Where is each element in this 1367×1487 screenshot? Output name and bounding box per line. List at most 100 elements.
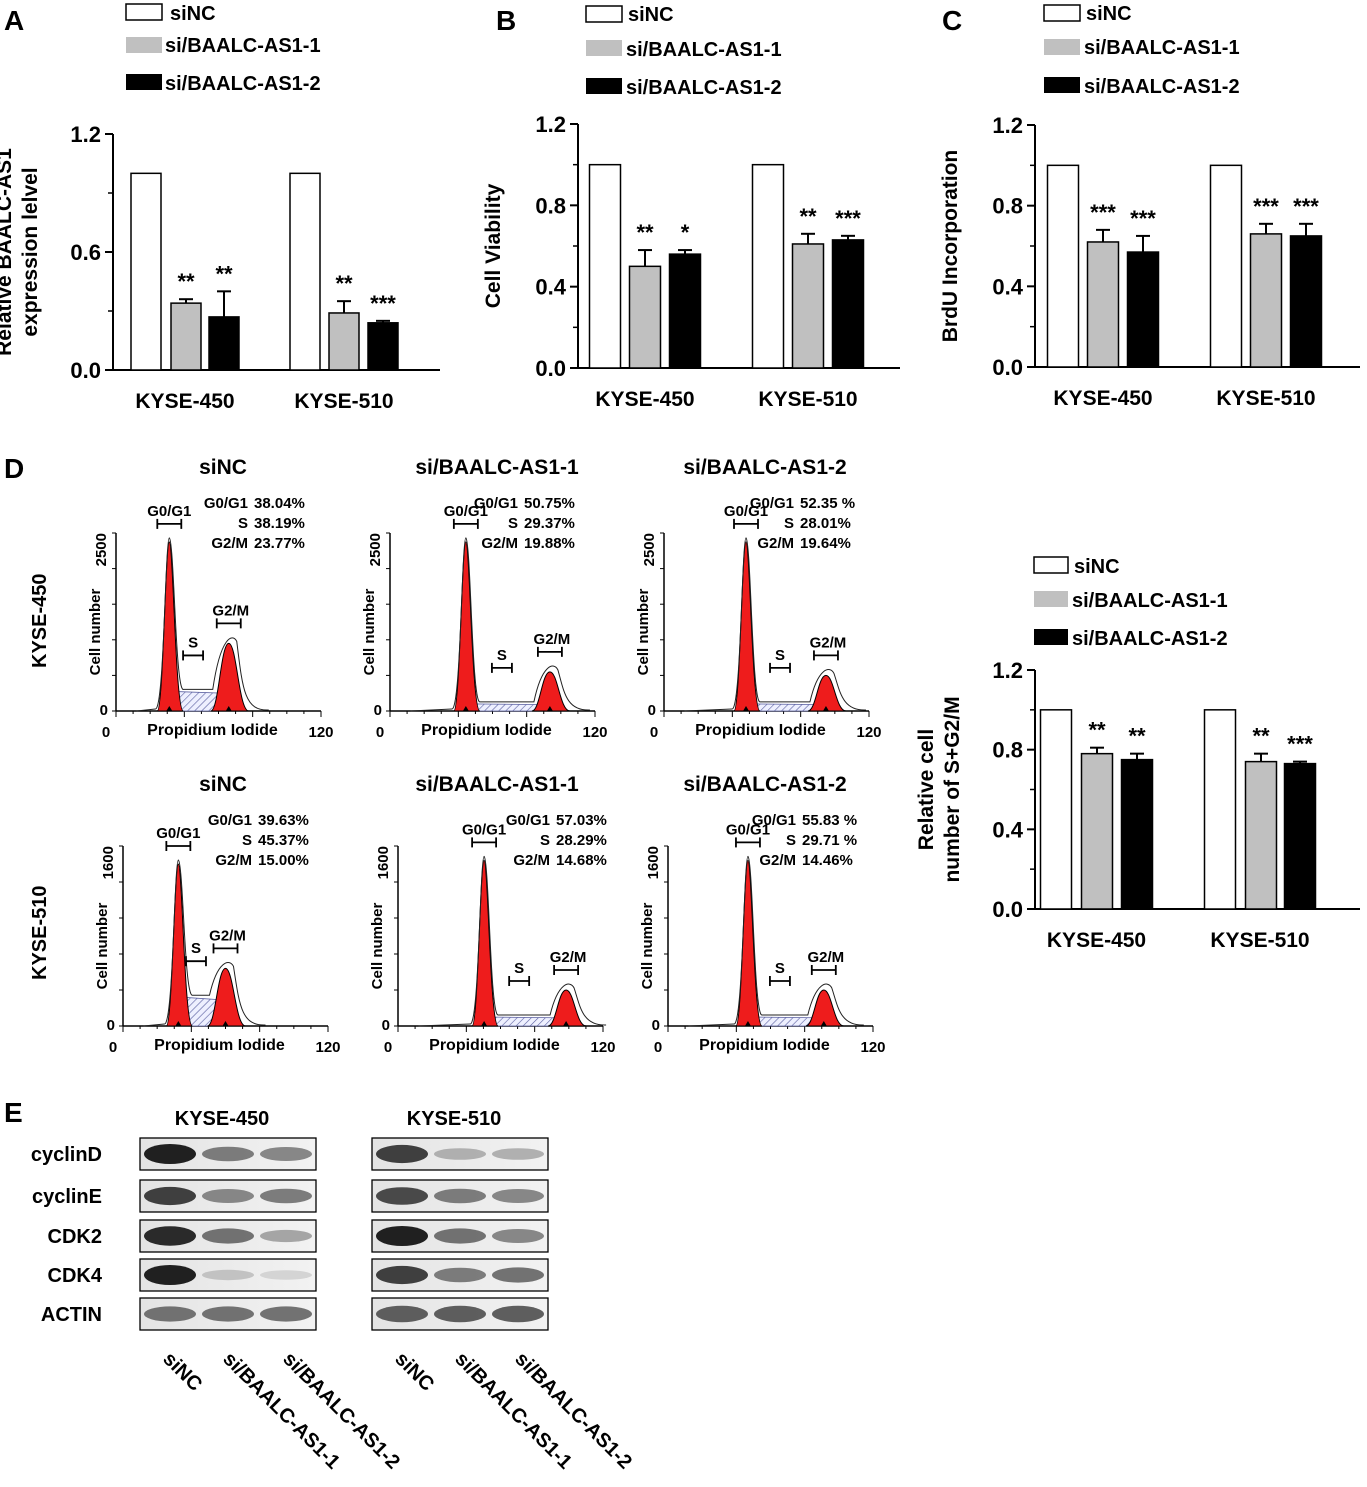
- stat-value: 52.35 %: [800, 495, 855, 512]
- significance-label: ***: [1287, 732, 1313, 757]
- significance-label: **: [335, 271, 353, 296]
- blot-band: [376, 1305, 428, 1323]
- stat-label: G0/G1: [204, 495, 248, 512]
- blot-band: [202, 1306, 254, 1322]
- blot-group-label: KYSE-450: [175, 1108, 270, 1130]
- g0g1-gate-label: G0/G1: [444, 503, 488, 520]
- legend-swatch-si1: [586, 40, 622, 56]
- legend-label-si2: si/BAALC-AS1-2: [1072, 628, 1228, 650]
- y-tick-label: 0.4: [992, 274, 1023, 299]
- histogram-outline: [143, 859, 266, 1027]
- peak-marker: [175, 1021, 182, 1026]
- g0g1-peak: [156, 541, 184, 712]
- bar: [1283, 762, 1317, 910]
- bar: [130, 172, 162, 371]
- y-axis-label: Cell number: [94, 902, 111, 989]
- y-tick-label: 0: [382, 1017, 390, 1034]
- x-tick-label: KYSE-510: [1210, 929, 1309, 952]
- x-tick-label: 0: [376, 724, 384, 741]
- x-tick-label: 120: [315, 1039, 340, 1056]
- flow-title: si/BAALC-AS1-2: [683, 773, 846, 796]
- g0g1-gate-label: G0/G1: [147, 503, 191, 520]
- bar: [628, 265, 662, 369]
- y-axis-label: Cell number: [87, 588, 104, 675]
- blot-band: [260, 1306, 312, 1322]
- x-tick-label: 0: [650, 724, 658, 741]
- bar: [289, 172, 321, 371]
- stat-value: 29.71 %: [802, 832, 857, 849]
- stat-label: S: [786, 832, 796, 849]
- blot-band: [144, 1186, 196, 1206]
- lane-label: siNC: [390, 1348, 438, 1396]
- x-tick-label: KYSE-450: [1053, 387, 1152, 410]
- row-label-kyse450: KYSE-450: [29, 574, 51, 669]
- stat-label: G2/M: [759, 852, 796, 869]
- blot-band: [260, 1147, 312, 1161]
- stat-value: 14.68%: [556, 852, 607, 869]
- blot-band: [144, 1144, 196, 1164]
- stat-label: S: [242, 832, 252, 849]
- protein-label: cyclinD: [31, 1144, 102, 1166]
- bar: [791, 243, 825, 369]
- x-tick-label: KYSE-450: [1047, 929, 1146, 952]
- stat-value: 28.01%: [800, 515, 851, 532]
- y-max-label: 1600: [645, 846, 662, 879]
- row-label-kyse510: KYSE-510: [29, 886, 51, 981]
- y-tick-label: 0: [100, 702, 108, 719]
- blot-band: [492, 1148, 544, 1160]
- stat-label: G2/M: [211, 535, 248, 552]
- legend-swatch-sinc: [1043, 4, 1081, 22]
- histogram-outline: [418, 855, 607, 1027]
- x-tick-label: 0: [109, 1039, 117, 1056]
- g2m-peak: [547, 989, 587, 1027]
- blot-band: [434, 1228, 486, 1244]
- legend-swatch-sinc: [125, 3, 163, 21]
- blot-band: [144, 1226, 196, 1246]
- flow-histogram: si/BAALC-AS1-2 G0/G1 55.83 % S 29.71 % G2/M 14…: [639, 773, 886, 1056]
- y-axis-label: Cell Viability: [482, 183, 505, 308]
- g2m-peak: [805, 989, 844, 1027]
- y-axis-label: number of S+G2/M: [941, 696, 964, 882]
- blot-band: [202, 1228, 254, 1244]
- panel-letter-d: D: [4, 453, 24, 484]
- significance-label: ***: [835, 206, 861, 231]
- legend-b: siNC si/BAALC-AS1-1 si/BAALC-AS1-2: [585, 4, 782, 99]
- x-axis-label: Propidium Iodide: [695, 722, 826, 739]
- significance-label: ***: [370, 291, 396, 316]
- significance-label: **: [215, 261, 233, 286]
- g0g1-gate-label: G0/G1: [724, 503, 768, 520]
- significance-label: ***: [1090, 200, 1116, 225]
- flow-title: siNC: [199, 456, 247, 479]
- x-tick-label: 120: [308, 724, 333, 741]
- legend-swatch-sinc: [1033, 556, 1069, 574]
- blot-band: [376, 1265, 428, 1285]
- y-tick-label: 0: [648, 702, 656, 719]
- y-axis-label: BrdU Incorporation: [939, 150, 962, 343]
- stat-label: S: [784, 515, 794, 532]
- histogram-outline: [136, 537, 269, 712]
- blot-band: [376, 1226, 428, 1246]
- stat-value: 45.37%: [258, 832, 309, 849]
- x-tick-label: KYSE-450: [135, 390, 234, 413]
- blot-band: [434, 1188, 486, 1204]
- x-tick-label: 120: [856, 724, 881, 741]
- y-tick-label: 0: [374, 702, 382, 719]
- s-gate-label: S: [191, 940, 201, 957]
- bar: [588, 163, 622, 369]
- flow-histogram: siNC G0/G1 38.04% S 38.19% G2/M 23.77% 0 120 0 250…: [87, 456, 334, 741]
- g2m-gate-label: G2/M: [550, 949, 587, 966]
- legend-d: siNC si/BAALC-AS1-1 si/BAALC-AS1-2: [1033, 556, 1228, 650]
- peak-marker: [225, 706, 232, 711]
- bar: [1289, 235, 1323, 368]
- legend-swatch-si2: [1044, 77, 1080, 93]
- blot-band: [144, 1265, 196, 1285]
- flow-title: si/BAALC-AS1-1: [415, 773, 579, 796]
- protein-label: ACTIN: [41, 1304, 102, 1326]
- y-tick-label: 0.0: [70, 358, 101, 383]
- blot-band: [492, 1229, 544, 1243]
- significance-label: **: [1128, 724, 1146, 749]
- bar: [668, 253, 702, 369]
- y-max-label: 1600: [375, 846, 392, 879]
- stat-value: 57.03%: [556, 812, 607, 829]
